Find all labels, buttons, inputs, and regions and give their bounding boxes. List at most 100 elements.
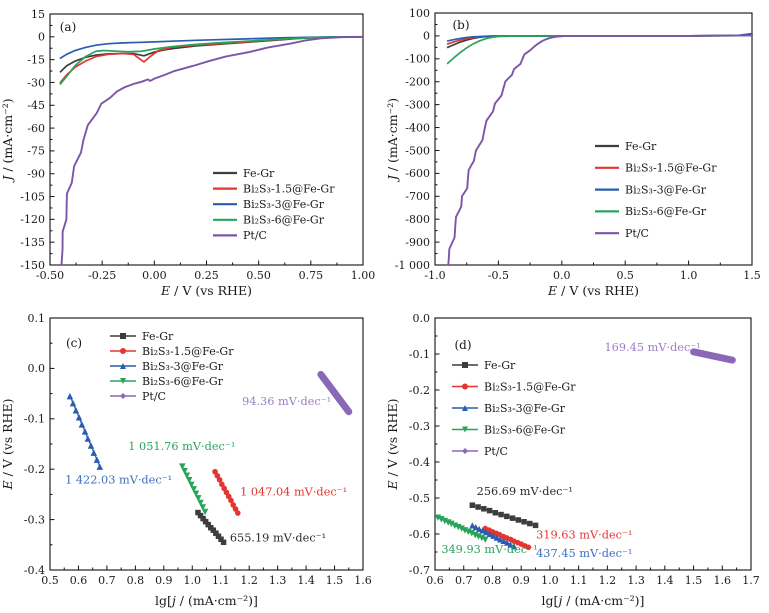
legend-label: Bi₂S₃-1.5@Fe-Gr	[243, 182, 335, 195]
y-tick-label: -15	[27, 53, 45, 66]
x-tick-label: 0.25	[194, 269, 219, 282]
y-tick-label: -135	[20, 236, 45, 249]
legend-label: Fe-Gr	[142, 330, 174, 343]
x-axis: -0.50 -0.25 0.00 0.25 0.50 0.75 1.00	[36, 260, 376, 282]
series-Bi₂S₃-6@Fe-Gr	[446, 34, 753, 65]
slope-annotation: 1 051.76 mV·dec⁻¹	[128, 440, 235, 453]
y-tick-label: -0.2	[24, 463, 45, 476]
panel-letter: (d)	[454, 338, 471, 352]
y-axis: 0.0 -0.1 -0.2 -0.3 -0.4 -0.5 -0.6 -0.7	[409, 312, 440, 577]
x-axis-title: E / V (vs RHE)	[160, 283, 252, 298]
y-tick-label: -1 000	[395, 259, 430, 272]
y-axis: 15 0 -15 -30 -45 -60 -75 -90 -105 -120 -135 -150	[20, 8, 55, 272]
panel-a-chart: -0.50 -0.25 0.00 0.25 0.50 0.75 1.00 15 0 -15 -30 -…	[0, 0, 385, 303]
x-tick-label: 1.6	[354, 574, 372, 587]
y-tick-label: -0.1	[24, 413, 45, 426]
plot-d: 0.6 0.7 0.8 0.9 1.0 1.1 1.2 1.3 1.4 1.5 1.6 1.7 0.0 -…	[385, 312, 760, 608]
y-tick-label: -300	[405, 98, 430, 111]
x-tick-label: 0.00	[142, 269, 167, 282]
x-tick-label: 0.6	[426, 574, 444, 587]
plot-a: -0.50 -0.25 0.00 0.25 0.50 0.75 1.00 15 0 -15 -30 -…	[0, 8, 375, 298]
x-tick-label: 1.0	[184, 574, 202, 587]
legend: Fe-Gr Bi₂S₃-1.5@Fe-Gr Bi₂S₃-3@Fe-Gr Bi₂S₃-6…	[452, 359, 576, 458]
series-Pt/C	[60, 35, 364, 266]
legend-label: Bi₂S₃-6@Fe-Gr	[484, 423, 566, 436]
x-tick-label: 0.7	[455, 574, 473, 587]
y-tick-label: 0	[423, 30, 430, 43]
y-tick-label: -200	[405, 76, 430, 89]
legend-item: Fe-Gr	[595, 140, 657, 153]
legend-label: Pt/C	[484, 445, 508, 458]
x-tick-label: 0.7	[98, 574, 116, 587]
legend-item: Fe-Gr	[452, 359, 516, 372]
series-Fe-Gr	[469, 502, 539, 529]
panel-letter: (c)	[66, 336, 82, 350]
x-tick-label: 1.0	[680, 269, 698, 282]
legend-label: Bi₂S₃-1.5@Fe-Gr	[484, 380, 576, 393]
legend-item: Bi₂S₃-3@Fe-Gr	[110, 360, 224, 373]
y-tick-label: -900	[405, 236, 430, 249]
slope-annotation: 256.69 mV·dec⁻¹	[477, 485, 573, 498]
legend-label: Pt/C	[625, 227, 649, 240]
slope-annotation: 169.45 mV·dec⁻¹	[604, 341, 700, 354]
legend-label: Bi₂S₃-3@Fe-Gr	[625, 183, 707, 196]
y-axis-title: E / V (vs RHE)	[0, 399, 15, 491]
legend-label: Pt/C	[142, 390, 166, 403]
slope-annotation: 655.19 mV·dec⁻¹	[230, 531, 326, 544]
y-axis: 0.1 0.0 -0.1 -0.2 -0.3 -0.4	[24, 312, 55, 577]
y-tick-label: -0.6	[409, 528, 430, 541]
legend-item: Bi₂S₃-3@Fe-Gr	[595, 183, 707, 196]
legend-label: Bi₂S₃-3@Fe-Gr	[484, 402, 566, 415]
legend-label: Bi₂S₃-1.5@Fe-Gr	[625, 162, 717, 175]
y-tick-label: 15	[31, 8, 45, 21]
y-tick-label: -700	[405, 190, 430, 203]
plot-b: -1.0 -0.5 0.0 0.5 1.0 1.5 100 0 -100 -200 -300 -400…	[385, 7, 761, 298]
legend-item: Bi₂S₃-6@Fe-Gr	[595, 205, 707, 218]
x-tick-label: 1.1	[570, 574, 588, 587]
series-Bi₂S₃-3@Fe-Gr	[66, 392, 104, 470]
legend-item: Fe-Gr	[110, 330, 174, 343]
legend-item: Pt/C	[213, 229, 267, 242]
x-tick-label: 0.8	[484, 574, 502, 587]
legend-item: Bi₂S₃-3@Fe-Gr	[213, 198, 325, 211]
series-Bi₂S₃-1.5@Fe-Gr	[482, 525, 532, 551]
x-tick-label: 1.00	[351, 269, 376, 282]
y-tick-label: -105	[20, 190, 45, 203]
legend-item: Pt/C	[595, 227, 649, 240]
x-tick-label: 0.5	[41, 574, 59, 587]
y-tick-label: -0.2	[409, 384, 430, 397]
y-axis: 100 0 -100 -200 -300 -400 -500 -600 -700 -800 -900…	[395, 7, 440, 272]
x-tick-label: 1.7	[742, 574, 760, 587]
legend: Fe-Gr Bi₂S₃-1.5@Fe-Gr Bi₂S₃-3@Fe-Gr Bi₂S₃-6…	[595, 140, 717, 240]
y-tick-label: -120	[20, 213, 45, 226]
x-axis: -1.0 -0.5 0.0 0.5 1.0 1.5	[424, 260, 761, 282]
series-Pt/C	[317, 370, 353, 416]
legend: Fe-Gr Bi₂S₃-1.5@Fe-Gr Bi₂S₃-3@Fe-Gr Bi₂S₃-6…	[110, 330, 234, 403]
y-tick-label: -0.5	[409, 492, 430, 505]
legend-item: Bi₂S₃-3@Fe-Gr	[452, 402, 566, 415]
panel-letter: (a)	[60, 20, 77, 34]
legend-item: Bi₂S₃-1.5@Fe-Gr	[595, 162, 717, 175]
slope-annotation: 1 422.03 mV·dec⁻¹	[65, 473, 172, 486]
x-tick-label: 0.8	[127, 574, 145, 587]
series-Bi₂S₃-6@Fe-Gr	[179, 463, 209, 516]
y-tick-label: -90	[27, 168, 45, 181]
slope-annotation: 349.93 mV·dec⁻¹	[441, 543, 537, 556]
y-axis-title: J / (mA·cm⁻²)	[0, 98, 15, 183]
series-Bi₂S₃-6@Fe-Gr	[59, 35, 364, 85]
plot-c: 0.5 0.6 0.7 0.8 0.9 1.0 1.1 1.2 1.3 1.4 1.5 1.60.10…	[0, 312, 372, 608]
legend-item: Bi₂S₃-6@Fe-Gr	[110, 375, 224, 388]
y-tick-label: -0.3	[409, 420, 430, 433]
x-tick-label: 1.2	[599, 574, 617, 587]
x-axis: 0.5 0.6 0.7 0.8 0.9 1.0 1.1 1.2 1.3 1.4 1.5 1.6	[41, 565, 372, 587]
y-tick-label: -45	[27, 99, 45, 112]
x-tick-label: 0.5	[616, 269, 634, 282]
x-axis-title: lg[j / (mA·cm⁻²)]	[155, 593, 258, 608]
legend: Fe-Gr Bi₂S₃-1.5@Fe-Gr Bi₂S₃-3@Fe-Gr Bi₂S₃-6…	[213, 167, 335, 242]
y-tick-label: -0.7	[409, 564, 430, 577]
legend-label: Bi₂S₃-3@Fe-Gr	[142, 360, 224, 373]
slope-annotation: 1 047.04 mV·dec⁻¹	[240, 485, 347, 498]
y-axis-title: E / V (vs RHE)	[385, 399, 400, 491]
legend-label: Bi₂S₃-3@Fe-Gr	[243, 198, 325, 211]
